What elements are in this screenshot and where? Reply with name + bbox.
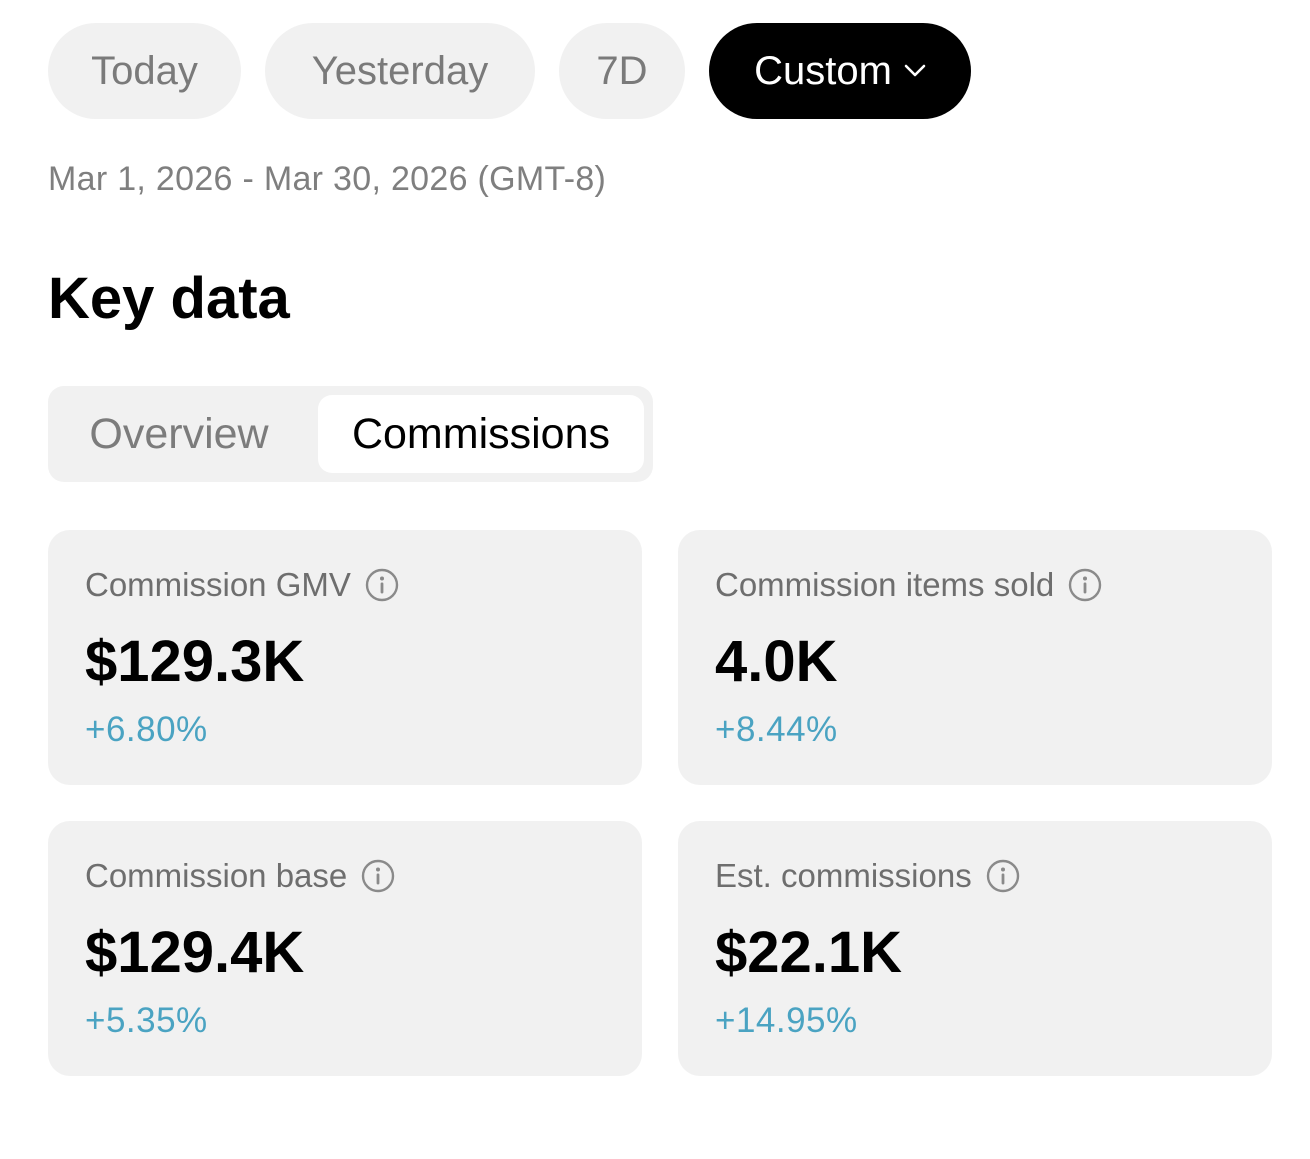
metric-card-commission-base[interactable]: Commission base $129.4K +5.35%: [48, 821, 642, 1076]
metric-label-row: Est. commissions: [715, 857, 1020, 895]
info-circle-icon[interactable]: [1068, 568, 1102, 602]
tab-overview[interactable]: Overview: [89, 409, 269, 458]
section-title: Key data: [48, 266, 290, 331]
metric-label: Commission base: [85, 857, 348, 894]
date-range-text: Mar 1, 2026 - Mar 30, 2026 (GMT-8): [48, 160, 607, 198]
metric-card-commission-gmv[interactable]: Commission GMV $129.3K +6.80%: [48, 530, 642, 785]
info-circle-icon[interactable]: [986, 859, 1020, 893]
tab-commissions[interactable]: Commissions: [318, 395, 644, 473]
metric-change: +5.35%: [85, 1001, 208, 1040]
metric-label: Est. commissions: [715, 857, 972, 894]
info-circle-icon[interactable]: [361, 859, 395, 893]
metric-label-row: Commission GMV: [85, 566, 399, 604]
metric-label: Commission GMV: [85, 566, 351, 603]
metric-label: Commission items sold: [715, 566, 1055, 603]
metric-card-est-commissions[interactable]: Est. commissions $22.1K +14.95%: [678, 821, 1272, 1076]
date-filter-bar: Today Yesterday 7D Custom: [48, 23, 971, 119]
filter-yesterday-button[interactable]: Yesterday: [265, 23, 535, 119]
metric-change: +8.44%: [715, 710, 838, 749]
key-data-tabs: Overview Commissions: [48, 386, 653, 482]
filter-custom-button[interactable]: Custom: [709, 23, 971, 119]
filter-7d-button[interactable]: 7D: [559, 23, 685, 119]
chevron-down-icon: [904, 64, 926, 78]
metric-change: +6.80%: [85, 710, 208, 749]
metric-value: $22.1K: [715, 920, 903, 985]
filter-today-button[interactable]: Today: [48, 23, 241, 119]
metric-change: +14.95%: [715, 1001, 858, 1040]
metric-label-row: Commission items sold: [715, 566, 1102, 604]
metric-card-commission-items-sold[interactable]: Commission items sold 4.0K +8.44%: [678, 530, 1272, 785]
info-circle-icon[interactable]: [365, 568, 399, 602]
metric-value: 4.0K: [715, 629, 838, 694]
filter-custom-label: Custom: [754, 48, 892, 93]
metric-value: $129.3K: [85, 629, 305, 694]
metric-label-row: Commission base: [85, 857, 395, 895]
metric-value: $129.4K: [85, 920, 305, 985]
